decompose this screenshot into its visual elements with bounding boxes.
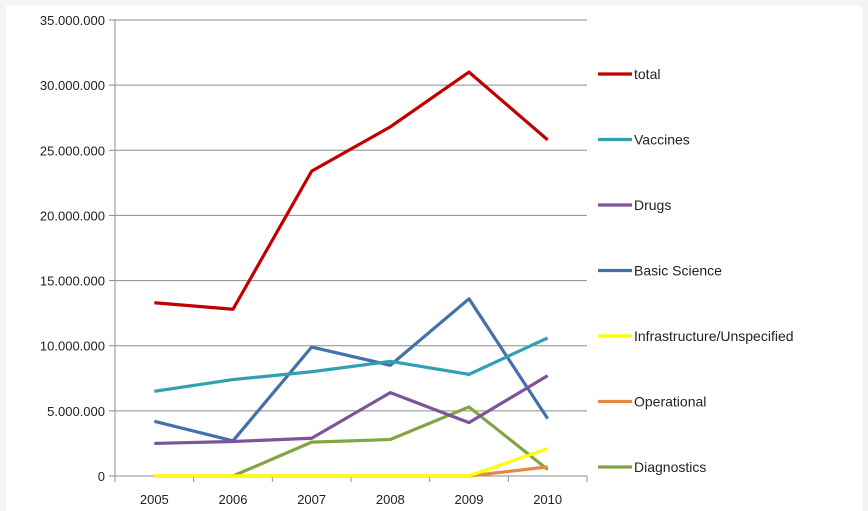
x-tick-label: 2006 [219,492,248,507]
legend-label: Basic Science [634,263,722,279]
series-line-diagnostics [232,405,549,478]
y-tick-label: 20.000.000 [40,208,105,223]
x-tick-label: 2010 [533,492,562,507]
chart-panel [6,6,862,511]
series-lines [153,70,550,478]
x-tick-label: 2008 [376,492,405,507]
series-line-vaccines [154,336,549,393]
axes [109,19,588,482]
x-tick-labels: 2005 2006 2007 2008 2009 2010 [140,492,562,507]
y-tick-label: 5.000.000 [47,404,105,419]
legend-item-vaccines: Vaccines [598,132,690,148]
legend-item-diagnostics: Diagnostics [598,459,706,475]
y-tick-labels: 0 5.000.000 10.000.000 15.000.000 20.000.000… [40,13,105,484]
legend-item-basic-science: Basic Science [598,263,722,279]
x-tick-label: 2009 [455,492,484,507]
y-tick-label: 0 [98,469,105,484]
legend-label: Vaccines [634,132,690,148]
series-line-drugs [154,374,549,446]
y-tick-label: 35.000.000 [40,13,105,28]
series-line-total [154,70,549,311]
y-tick-label: 15.000.000 [40,274,105,289]
legend-item-drugs: Drugs [598,197,671,213]
series-line-infrastructure-unspecified [154,447,549,478]
y-tick-label: 10.000.000 [40,339,105,354]
legend-item-operational: Operational [598,394,706,410]
y-tick-label: 25.000.000 [40,143,105,158]
legend-item-total: total [598,66,660,82]
legend: total Vaccines Drugs Basic Science Infrastru… [598,66,794,475]
y-tick-label: 30.000.000 [40,78,105,93]
series-line-basic-science [153,297,550,443]
legend-label: total [634,66,660,82]
x-tick-label: 2007 [297,492,326,507]
legend-label: Drugs [634,197,671,213]
legend-label: Operational [634,394,706,410]
x-tick-label: 2005 [140,492,169,507]
legend-item-infrastructure-unspecified: Infrastructure/Unspecified [598,328,794,344]
gridlines [115,19,587,412]
legend-label: Infrastructure/Unspecified [634,328,794,344]
legend-label: Diagnostics [634,459,706,475]
